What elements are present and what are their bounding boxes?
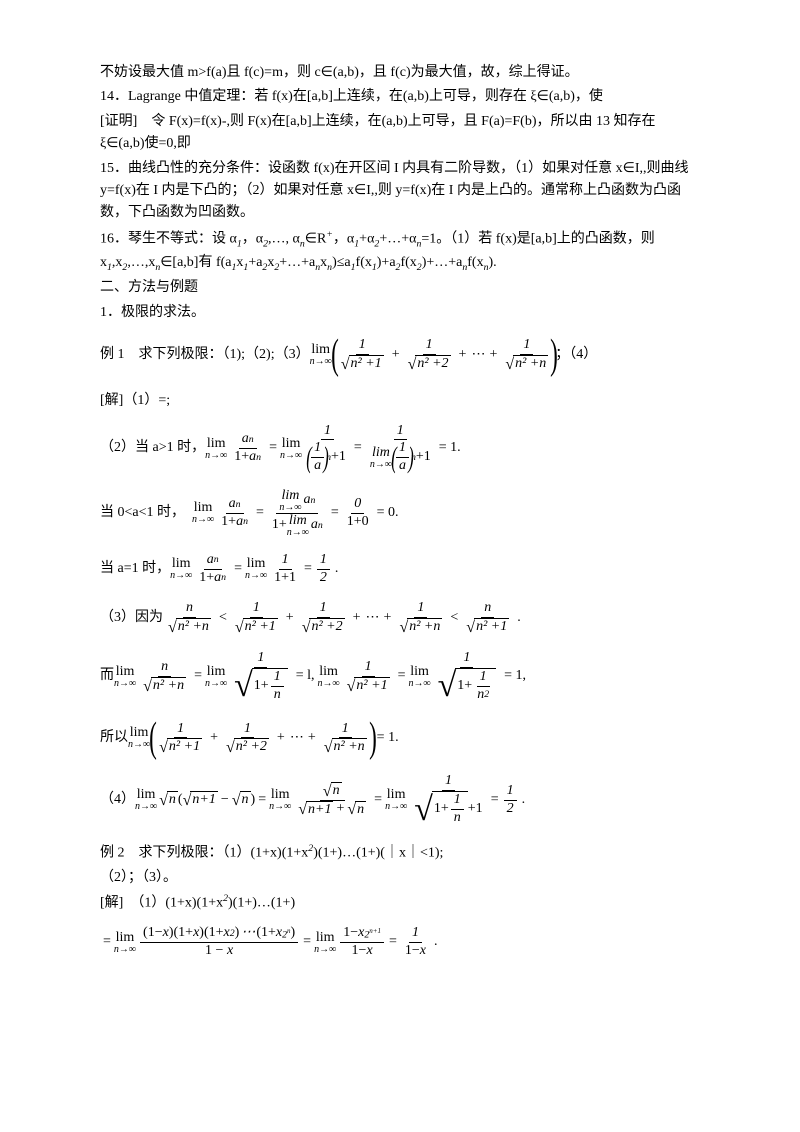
- formula-a-lt-1: 当 0<a<1 时， limn→∞ an1+an = limn→∞an 1+li…: [100, 489, 700, 538]
- example-2-intro: 例 2 求下列极限：（1）(1+x)(1+x2)(1+)…(1+)(｜x｜<1)…: [100, 841, 700, 865]
- section-2: 二、方法与例题: [100, 277, 700, 299]
- example-2-sol: [解] （1）(1+x)(1+x2)(1+)…(1+): [100, 891, 700, 915]
- section-2a: 1．极限的求法。: [100, 302, 700, 324]
- formula-3-so: 所以 limn→∞ ( 1√n² +1 + 1√n² +2 +⋯+ 1√n² +…: [100, 717, 700, 759]
- formula-3-ineq: （3）因为 n√n² +n < 1√n² +1 + 1√n² +2 +⋯+ 1√…: [100, 600, 700, 636]
- solution-1: [解]（1）=;: [100, 390, 700, 412]
- para-lagrange: 14．Lagrange 中值定理：若 f(x)在[a,b]上连续，在(a,b)上…: [100, 86, 700, 108]
- para-max-value: 不妨设最大值 m>f(a)且 f(c)=m，则 c∈(a,b)，且 f(c)为最…: [100, 62, 700, 84]
- para-jensen: 16．琴生不等式：设 α1，α2,…, αn∈R+，α1+α2+…+αn=1。（…: [100, 227, 700, 276]
- example-1-intro: 例 1 求下列极限：（1);（2);（3） limn→∞ ( 1√n² +1 +…: [100, 334, 700, 376]
- para-convex: 15．曲线凸性的充分条件：设函数 f(x)在开区间 I 内具有二阶导数，（1）如…: [100, 158, 700, 225]
- formula-ex2-final: = limn→∞ (1−x)(1+x)(1+x2)⋯(1+x2n) 1 − x …: [100, 925, 700, 960]
- formula-4: （4） limn→∞ √n (√n+1−√n) = limn→∞ √n √n+1…: [100, 773, 700, 826]
- formula-a-eq-1: 当 a=1 时， limn→∞ an1+an = limn→∞ 11+1 = 1…: [100, 552, 700, 587]
- formula-3-lim: 而 limn→∞ n√n² +n = limn→∞ 1 √1+1n = l, l…: [100, 650, 700, 703]
- para-proof: [证明] 令 F(x)=f(x)-,则 F(x)在[a,b]上连续，在(a,b)…: [100, 111, 700, 156]
- example-2-parts: （2）；（3）。: [100, 867, 700, 889]
- formula-a-gt-1: （2）当 a>1 时， limn→∞ an1+an = limn→∞ 1 ( 1…: [100, 423, 700, 475]
